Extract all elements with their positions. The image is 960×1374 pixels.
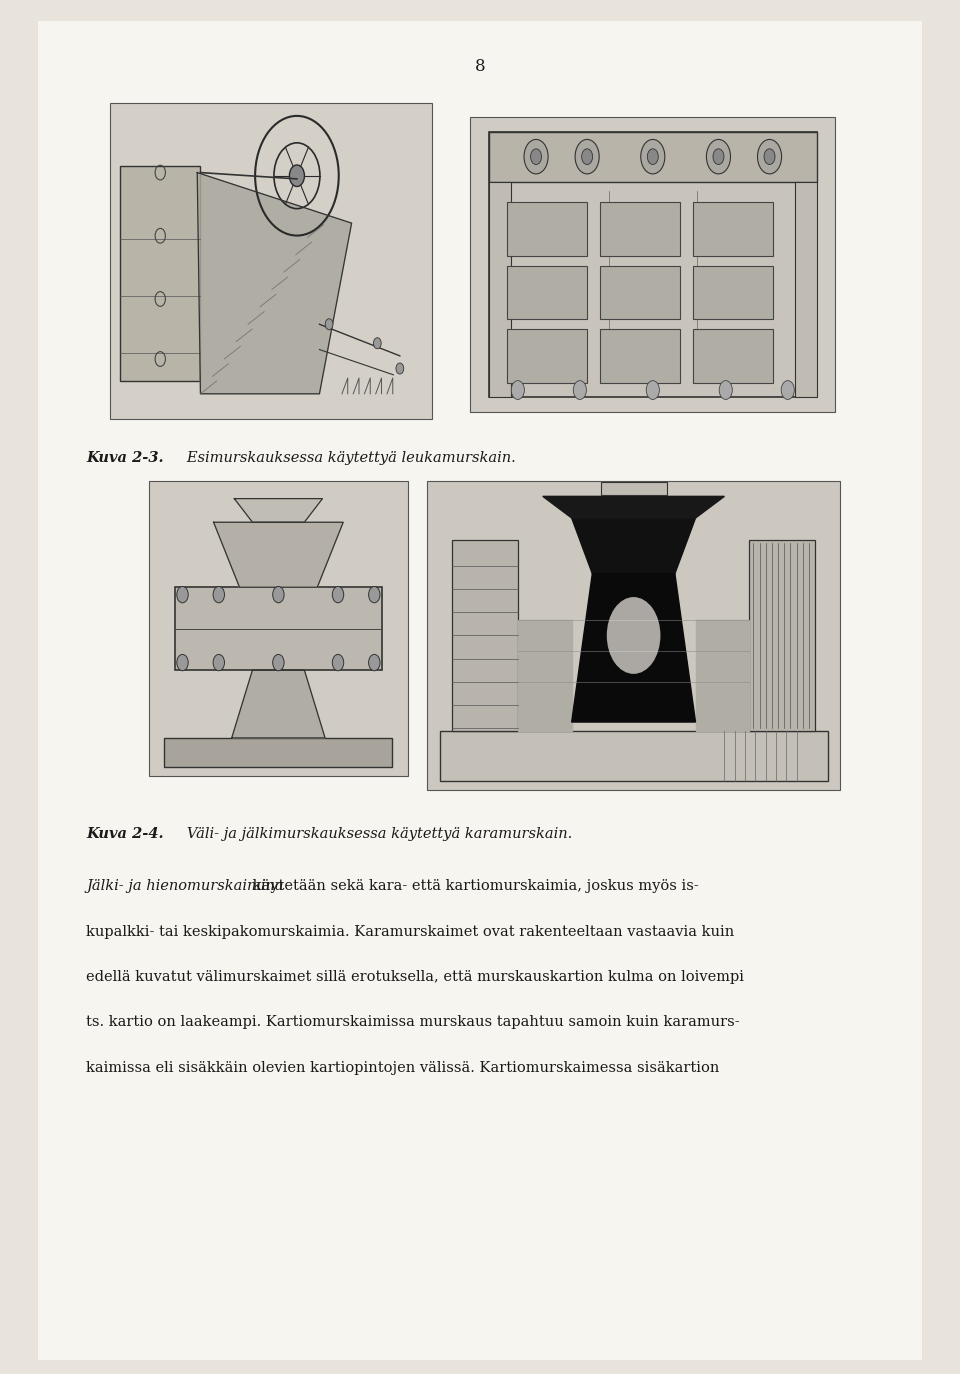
FancyBboxPatch shape bbox=[38, 21, 922, 1360]
Circle shape bbox=[325, 319, 333, 330]
Text: Väli- ja jälkimurskauksessa käytettyä karamurskain.: Väli- ja jälkimurskauksessa käytettyä ka… bbox=[173, 827, 572, 841]
Circle shape bbox=[273, 654, 284, 671]
Polygon shape bbox=[572, 518, 695, 574]
FancyBboxPatch shape bbox=[507, 267, 588, 319]
Circle shape bbox=[289, 165, 304, 187]
Polygon shape bbox=[231, 671, 325, 738]
Circle shape bbox=[757, 139, 781, 174]
Text: Kuva 2-3.: Kuva 2-3. bbox=[86, 451, 164, 464]
Circle shape bbox=[646, 381, 660, 400]
FancyBboxPatch shape bbox=[600, 267, 680, 319]
FancyBboxPatch shape bbox=[489, 132, 817, 181]
Circle shape bbox=[713, 148, 724, 165]
FancyBboxPatch shape bbox=[601, 482, 666, 495]
Text: ts. kartio on laakeampi. Kartiomurskaimissa murskaus tapahtuu samoin kuin karamu: ts. kartio on laakeampi. Kartiomurskaimi… bbox=[86, 1015, 740, 1029]
Circle shape bbox=[369, 587, 380, 603]
Circle shape bbox=[273, 587, 284, 603]
FancyBboxPatch shape bbox=[693, 202, 773, 256]
FancyBboxPatch shape bbox=[440, 731, 828, 780]
FancyBboxPatch shape bbox=[507, 330, 588, 383]
Text: edellä kuvatut välimurskaimet sillä erotuksella, että murskauskartion kulma on l: edellä kuvatut välimurskaimet sillä erot… bbox=[86, 970, 744, 984]
Circle shape bbox=[640, 139, 665, 174]
Polygon shape bbox=[572, 574, 695, 723]
Circle shape bbox=[573, 381, 587, 400]
Polygon shape bbox=[197, 173, 351, 394]
Circle shape bbox=[213, 654, 225, 671]
FancyBboxPatch shape bbox=[489, 181, 511, 397]
Polygon shape bbox=[518, 620, 572, 731]
FancyBboxPatch shape bbox=[427, 481, 840, 790]
FancyBboxPatch shape bbox=[749, 540, 815, 731]
Circle shape bbox=[647, 148, 659, 165]
FancyBboxPatch shape bbox=[693, 330, 773, 383]
Circle shape bbox=[512, 381, 524, 400]
FancyBboxPatch shape bbox=[507, 202, 588, 256]
Polygon shape bbox=[695, 620, 749, 731]
FancyBboxPatch shape bbox=[175, 587, 382, 671]
FancyBboxPatch shape bbox=[120, 166, 201, 381]
Text: Jälki- ja hienomurskaimina: Jälki- ja hienomurskaimina bbox=[86, 879, 284, 893]
Circle shape bbox=[707, 139, 731, 174]
FancyBboxPatch shape bbox=[452, 540, 518, 731]
FancyBboxPatch shape bbox=[489, 132, 817, 397]
FancyBboxPatch shape bbox=[164, 738, 393, 768]
Circle shape bbox=[332, 587, 344, 603]
Circle shape bbox=[719, 381, 732, 400]
FancyBboxPatch shape bbox=[149, 481, 408, 776]
Circle shape bbox=[213, 587, 225, 603]
Text: Kuva 2-4.: Kuva 2-4. bbox=[86, 827, 164, 841]
Text: kupalkki- tai keskipakomurskaimia. Karamurskaimet ovat rakenteeltaan vastaavia k: kupalkki- tai keskipakomurskaimia. Karam… bbox=[86, 925, 734, 938]
Text: 8: 8 bbox=[474, 58, 486, 74]
Circle shape bbox=[582, 148, 592, 165]
FancyBboxPatch shape bbox=[693, 267, 773, 319]
Text: käytetään sekä kara- että kartiomurskaimia, joskus myös is-: käytetään sekä kara- että kartiomurskaim… bbox=[248, 879, 699, 893]
Circle shape bbox=[524, 139, 548, 174]
Circle shape bbox=[781, 381, 794, 400]
Circle shape bbox=[607, 598, 660, 673]
Circle shape bbox=[177, 654, 188, 671]
Polygon shape bbox=[234, 499, 323, 522]
Circle shape bbox=[575, 139, 599, 174]
Circle shape bbox=[332, 654, 344, 671]
FancyBboxPatch shape bbox=[600, 202, 680, 256]
Circle shape bbox=[177, 587, 188, 603]
FancyBboxPatch shape bbox=[110, 103, 432, 419]
Text: kaimissa eli sisäkkäin olevien kartiopintojen välissä. Kartiomurskaimessa sisäka: kaimissa eli sisäkkäin olevien kartiopin… bbox=[86, 1061, 720, 1074]
Circle shape bbox=[531, 148, 541, 165]
Circle shape bbox=[764, 148, 775, 165]
Text: Esimurskauksessa käytettyä leukamurskain.: Esimurskauksessa käytettyä leukamurskain… bbox=[173, 451, 516, 464]
Circle shape bbox=[369, 654, 380, 671]
FancyBboxPatch shape bbox=[795, 181, 817, 397]
FancyBboxPatch shape bbox=[470, 117, 835, 412]
FancyBboxPatch shape bbox=[600, 330, 680, 383]
Circle shape bbox=[396, 363, 404, 374]
Polygon shape bbox=[542, 496, 725, 518]
Circle shape bbox=[373, 338, 381, 349]
Polygon shape bbox=[213, 522, 344, 587]
